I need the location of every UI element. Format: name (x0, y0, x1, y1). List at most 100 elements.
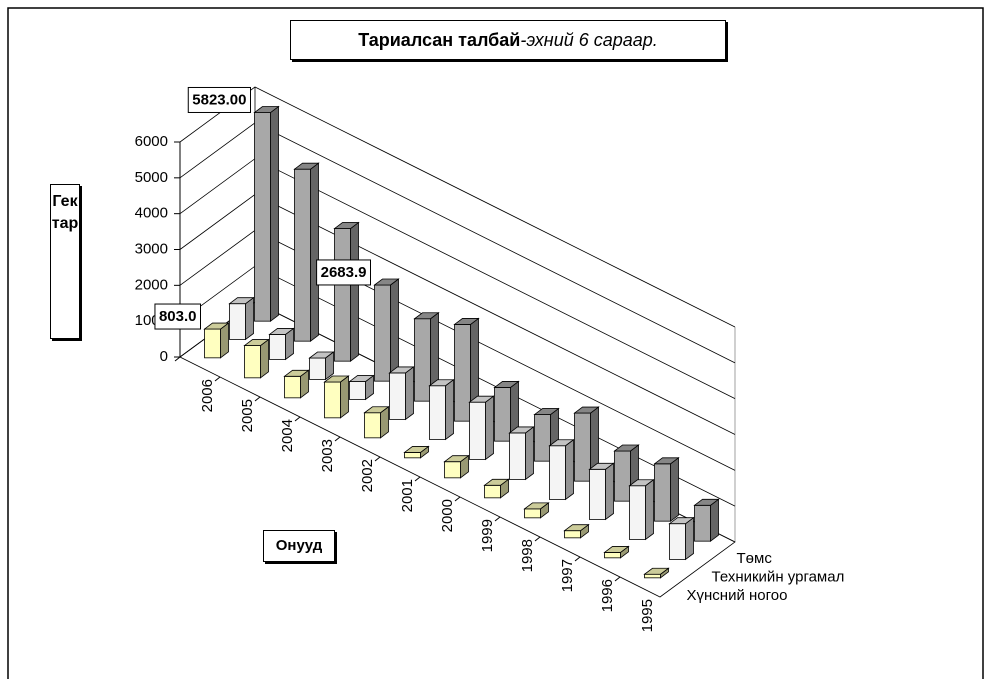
data-label: 5823.00 (192, 91, 246, 108)
bar-top (323, 375, 350, 383)
bar-top (428, 379, 455, 387)
bar (323, 375, 350, 419)
bar-front (309, 357, 326, 380)
x-tick-label: 2001 (399, 479, 416, 512)
x-tick (494, 516, 501, 522)
data-label-group: 5823.00 (187, 86, 251, 113)
bar (268, 327, 295, 361)
bar-top (653, 457, 680, 465)
bar-front (694, 504, 711, 542)
data-label: 2683.9 (321, 264, 367, 281)
x-tick-label: 2006 (199, 379, 216, 412)
bar (348, 374, 375, 401)
data-label-box (154, 303, 201, 330)
bar-side (645, 478, 654, 541)
x-tick (254, 396, 261, 402)
bar-front (644, 573, 661, 579)
bar-top (373, 278, 400, 286)
x-tick-label: 2002 (359, 459, 376, 492)
bar-side (565, 438, 574, 501)
bar-top (603, 546, 630, 553)
grid-line (179, 86, 736, 328)
bar-top (493, 381, 520, 388)
bar-front (269, 334, 286, 360)
bar-front (229, 303, 246, 340)
bar-top (628, 479, 655, 487)
bar (388, 366, 415, 421)
bar (563, 523, 590, 539)
bar-top (268, 328, 295, 335)
bar-side (710, 498, 719, 542)
bar-side (525, 426, 534, 481)
bar (573, 406, 600, 482)
x-tick-label: 1995 (639, 599, 656, 632)
bar (588, 462, 615, 521)
bar (363, 405, 390, 439)
x-tick (294, 416, 301, 422)
bar-top (203, 322, 230, 330)
bar-front (404, 452, 421, 459)
bar-front (324, 381, 341, 419)
bar (628, 478, 655, 541)
bar (243, 338, 270, 379)
x-tick (334, 436, 341, 442)
bar-front (484, 484, 501, 499)
bar (228, 296, 255, 341)
y-tick-label: 5000 (135, 169, 168, 186)
bar-front (509, 432, 526, 480)
bar-top (293, 162, 320, 170)
x-tick-label: 2000 (439, 499, 456, 532)
x-tick-label: 2003 (319, 439, 336, 472)
bar-top (573, 406, 600, 414)
bar-front (524, 508, 541, 519)
chart-subtitle: -эхний 6 сараар. (520, 30, 658, 50)
bar-top (468, 395, 495, 403)
bar-side (350, 221, 359, 362)
bar-front (629, 485, 646, 540)
x-tick (214, 376, 221, 382)
bar-front (334, 228, 351, 362)
bar (468, 395, 495, 461)
bar-front (444, 461, 461, 479)
bar-side (260, 338, 269, 379)
bar-front (534, 414, 551, 462)
data-label-group: 2683.9 (316, 259, 371, 286)
x-tick-label: 1999 (479, 519, 496, 552)
bar-side (340, 375, 349, 419)
bar-front (589, 468, 606, 520)
bar-front (574, 412, 591, 482)
bar (293, 162, 320, 342)
x-tick-label: 2005 (239, 399, 256, 432)
bar-top (523, 502, 550, 510)
bar-top (228, 297, 255, 305)
x-tick-label: 1996 (599, 579, 616, 612)
bar-top (308, 351, 335, 359)
bar (483, 478, 510, 499)
y-tick-label: 6000 (135, 133, 168, 150)
bar (548, 438, 575, 501)
bar-top (668, 517, 695, 525)
bar-side (685, 516, 694, 561)
bar-front (389, 372, 406, 420)
bar (283, 369, 310, 399)
bar-front (284, 375, 301, 399)
x-tick (574, 556, 581, 562)
bar (668, 516, 695, 561)
bar (253, 105, 280, 322)
bar-top (413, 312, 440, 320)
bar-front (494, 387, 511, 442)
bar-top (243, 339, 270, 346)
bar (693, 498, 720, 542)
bar-side (245, 296, 254, 341)
data-label-box (187, 86, 251, 113)
bar-front (669, 523, 686, 560)
x-tick (374, 456, 381, 462)
bar-top (563, 524, 590, 532)
series-label: Техникийн ургамал (712, 568, 845, 585)
bar (308, 351, 335, 381)
bar-front (204, 328, 221, 359)
bar-top (508, 426, 535, 434)
bar-side (670, 457, 679, 522)
